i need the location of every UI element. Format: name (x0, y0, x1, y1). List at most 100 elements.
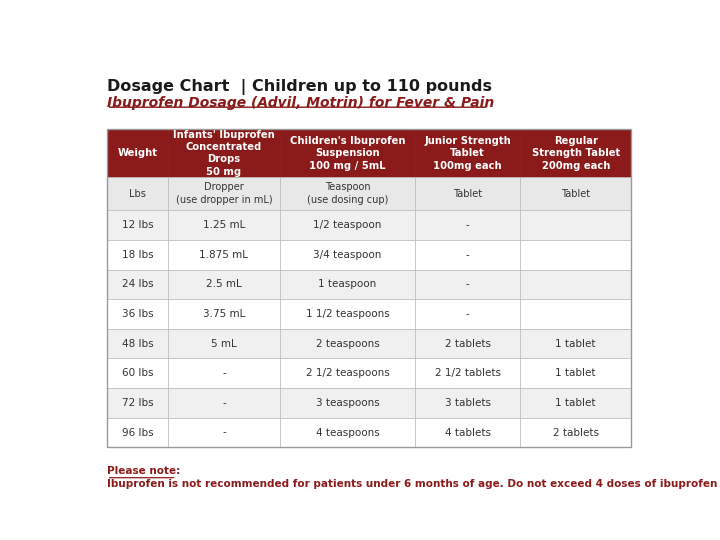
Text: -: - (222, 368, 226, 379)
FancyBboxPatch shape (279, 129, 415, 177)
FancyBboxPatch shape (279, 388, 415, 418)
Text: -: - (222, 428, 226, 437)
FancyBboxPatch shape (107, 329, 168, 359)
FancyBboxPatch shape (520, 177, 631, 210)
FancyBboxPatch shape (168, 210, 279, 240)
Text: 12 lbs: 12 lbs (122, 220, 153, 230)
Text: Ibuprofen Dosage (Advil, Motrin) for Fever & Pain: Ibuprofen Dosage (Advil, Motrin) for Fev… (107, 96, 494, 110)
Text: 5 mL: 5 mL (211, 339, 237, 349)
FancyBboxPatch shape (168, 359, 279, 388)
FancyBboxPatch shape (107, 388, 168, 418)
FancyBboxPatch shape (107, 129, 168, 177)
Text: Dropper
(use dropper in mL): Dropper (use dropper in mL) (176, 183, 272, 205)
FancyBboxPatch shape (415, 129, 520, 177)
Text: -: - (466, 220, 469, 230)
Text: 3 tablets: 3 tablets (445, 398, 491, 408)
Text: -: - (466, 279, 469, 289)
FancyBboxPatch shape (107, 299, 168, 329)
FancyBboxPatch shape (279, 240, 415, 269)
Text: 4 teaspoons: 4 teaspoons (315, 428, 379, 437)
FancyBboxPatch shape (415, 299, 520, 329)
Text: -: - (222, 398, 226, 408)
FancyBboxPatch shape (520, 240, 631, 269)
Text: 2.5 mL: 2.5 mL (206, 279, 242, 289)
Text: Junior Strength
Tablet
100mg each: Junior Strength Tablet 100mg each (424, 136, 511, 171)
Text: Infants' Ibuprofen
Concentrated
Drops
50 mg: Infants' Ibuprofen Concentrated Drops 50… (173, 130, 275, 177)
Text: 1.875 mL: 1.875 mL (199, 250, 248, 260)
Text: 48 lbs: 48 lbs (122, 339, 153, 349)
FancyBboxPatch shape (279, 418, 415, 447)
FancyBboxPatch shape (279, 329, 415, 359)
FancyBboxPatch shape (168, 329, 279, 359)
FancyBboxPatch shape (415, 329, 520, 359)
Text: Tablet: Tablet (453, 188, 482, 199)
FancyBboxPatch shape (168, 129, 279, 177)
Text: Teaspoon
(use dosing cup): Teaspoon (use dosing cup) (307, 183, 388, 205)
Text: Regular
Strength Tablet
200mg each: Regular Strength Tablet 200mg each (531, 136, 620, 171)
FancyBboxPatch shape (415, 177, 520, 210)
FancyBboxPatch shape (415, 240, 520, 269)
Text: 1/2 teaspoon: 1/2 teaspoon (313, 220, 382, 230)
FancyBboxPatch shape (168, 388, 279, 418)
FancyBboxPatch shape (279, 210, 415, 240)
FancyBboxPatch shape (168, 269, 279, 299)
Text: 24 lbs: 24 lbs (122, 279, 153, 289)
FancyBboxPatch shape (520, 269, 631, 299)
Text: 1 teaspoon: 1 teaspoon (318, 279, 377, 289)
FancyBboxPatch shape (520, 388, 631, 418)
Text: 1 tablet: 1 tablet (555, 398, 596, 408)
Text: 1 1/2 teaspoons: 1 1/2 teaspoons (305, 309, 390, 319)
FancyBboxPatch shape (415, 269, 520, 299)
Text: Ibuprofen is not recommended for patients under 6 months of age. Do not exceed 4: Ibuprofen is not recommended for patient… (107, 480, 720, 489)
FancyBboxPatch shape (415, 210, 520, 240)
Text: 2 tablets: 2 tablets (445, 339, 491, 349)
FancyBboxPatch shape (279, 299, 415, 329)
FancyBboxPatch shape (415, 359, 520, 388)
FancyBboxPatch shape (168, 299, 279, 329)
Text: 1.25 mL: 1.25 mL (203, 220, 246, 230)
Text: Lbs: Lbs (129, 188, 146, 199)
FancyBboxPatch shape (520, 129, 631, 177)
Text: 3/4 teaspoon: 3/4 teaspoon (313, 250, 382, 260)
FancyBboxPatch shape (107, 269, 168, 299)
FancyBboxPatch shape (520, 299, 631, 329)
FancyBboxPatch shape (520, 329, 631, 359)
FancyBboxPatch shape (107, 359, 168, 388)
Text: 72 lbs: 72 lbs (122, 398, 153, 408)
Text: 36 lbs: 36 lbs (122, 309, 153, 319)
Text: 1 tablet: 1 tablet (555, 368, 596, 379)
Text: Children's Ibuprofen
Suspension
100 mg / 5mL: Children's Ibuprofen Suspension 100 mg /… (289, 136, 405, 171)
FancyBboxPatch shape (415, 418, 520, 447)
Text: 96 lbs: 96 lbs (122, 428, 153, 437)
Text: -: - (466, 309, 469, 319)
Text: -: - (466, 250, 469, 260)
FancyBboxPatch shape (168, 418, 279, 447)
Text: 1 tablet: 1 tablet (555, 339, 596, 349)
Text: Tablet: Tablet (561, 188, 590, 199)
FancyBboxPatch shape (415, 388, 520, 418)
FancyBboxPatch shape (279, 359, 415, 388)
Text: Dosage Chart  | Children up to 110 pounds: Dosage Chart | Children up to 110 pounds (107, 79, 492, 96)
Text: 3 teaspoons: 3 teaspoons (315, 398, 379, 408)
Text: 2 1/2 tablets: 2 1/2 tablets (435, 368, 500, 379)
FancyBboxPatch shape (520, 359, 631, 388)
Text: 18 lbs: 18 lbs (122, 250, 153, 260)
FancyBboxPatch shape (279, 177, 415, 210)
Text: 4 tablets: 4 tablets (445, 428, 491, 437)
FancyBboxPatch shape (107, 210, 168, 240)
FancyBboxPatch shape (107, 418, 168, 447)
Text: Please note:: Please note: (107, 466, 180, 476)
Text: 3.75 mL: 3.75 mL (203, 309, 246, 319)
Text: Weight: Weight (117, 148, 158, 158)
FancyBboxPatch shape (520, 210, 631, 240)
Text: 60 lbs: 60 lbs (122, 368, 153, 379)
Text: 2 tablets: 2 tablets (553, 428, 599, 437)
FancyBboxPatch shape (168, 240, 279, 269)
Text: 2 1/2 teaspoons: 2 1/2 teaspoons (305, 368, 390, 379)
Text: 2 teaspoons: 2 teaspoons (315, 339, 379, 349)
FancyBboxPatch shape (107, 240, 168, 269)
FancyBboxPatch shape (107, 177, 168, 210)
FancyBboxPatch shape (520, 418, 631, 447)
FancyBboxPatch shape (168, 177, 279, 210)
FancyBboxPatch shape (279, 269, 415, 299)
